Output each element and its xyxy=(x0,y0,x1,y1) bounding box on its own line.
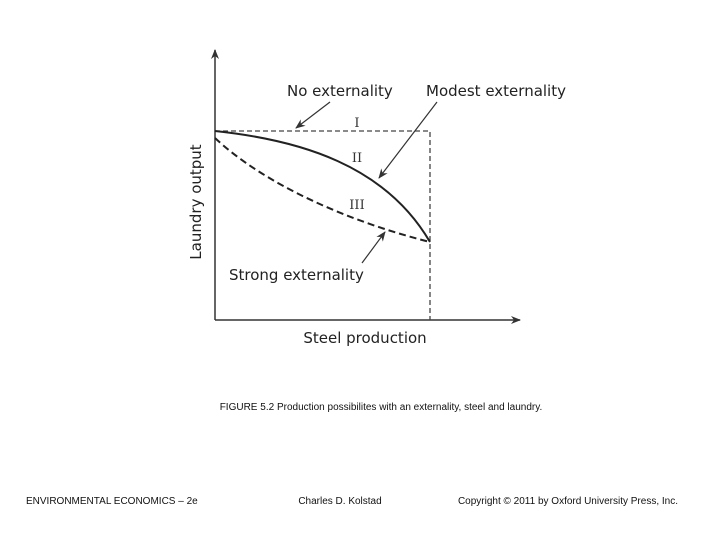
curve-label: Strong externality xyxy=(229,266,364,284)
footer-center: Charles D. Kolstad xyxy=(298,496,381,507)
arrow xyxy=(361,231,386,264)
no-externality-frontier xyxy=(215,130,431,320)
region-label: II xyxy=(352,151,362,166)
region-label: I xyxy=(354,116,359,131)
x-axis-label: Steel production xyxy=(303,329,426,347)
region-label: III xyxy=(349,198,364,213)
arrow xyxy=(295,101,331,129)
axes xyxy=(211,49,521,324)
curve-label: No externality xyxy=(287,82,393,100)
arrow xyxy=(378,101,438,179)
curve-label: Modest externality xyxy=(426,82,566,100)
y-axis-label: Laundry output xyxy=(187,144,205,259)
footer-right: Copyright © 2011 by Oxford University Pr… xyxy=(458,496,678,507)
caption: FIGURE 5.2 Production possibilites with … xyxy=(220,402,543,413)
modest-externality-frontier xyxy=(214,130,431,243)
strong-externality-frontier xyxy=(214,137,431,243)
footer-left: ENVIRONMENTAL ECONOMICS – 2e xyxy=(26,496,198,507)
